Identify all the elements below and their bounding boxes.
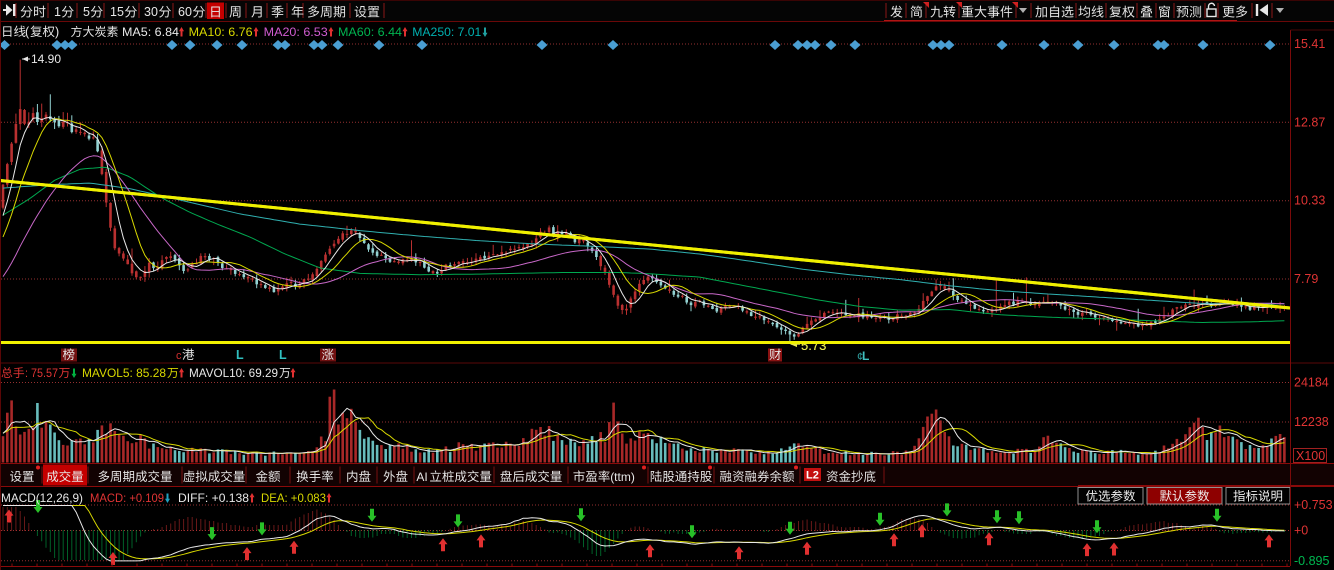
svg-text:12238: 12238 — [1294, 415, 1329, 429]
svg-text:MAVOL5: 85.28: MAVOL5: 85.28 — [82, 366, 166, 380]
svg-text:MAVOL10: 69.29: MAVOL10: 69.29 — [189, 366, 278, 380]
svg-text:7.79: 7.79 — [1294, 272, 1318, 286]
svg-text:30: 30 — [144, 5, 158, 19]
svg-text:: 75.57: : 75.57 — [25, 366, 58, 380]
svg-text:L2: L2 — [806, 470, 819, 482]
svg-text:60: 60 — [178, 5, 192, 19]
svg-text:12.87: 12.87 — [1294, 115, 1325, 129]
svg-text:MA250: 7.01: MA250: 7.01 — [412, 25, 481, 39]
svg-text:5: 5 — [83, 5, 90, 19]
svg-text:MA60: 6.44: MA60: 6.44 — [338, 25, 402, 39]
svg-text:DIFF: +0.138: DIFF: +0.138 — [178, 491, 249, 505]
svg-text:DEA: +0.083: DEA: +0.083 — [261, 491, 326, 505]
svg-text:-0.895: -0.895 — [1294, 554, 1329, 568]
svg-text:): ) — [55, 25, 59, 39]
svg-text:L: L — [862, 349, 869, 363]
svg-text:15.41: 15.41 — [1294, 37, 1325, 51]
svg-text:+0.753: +0.753 — [1294, 498, 1333, 512]
svg-text:¢: ¢ — [857, 351, 863, 363]
svg-text:10.33: 10.33 — [1294, 194, 1325, 208]
svg-text:L: L — [279, 348, 287, 362]
svg-text:+0: +0 — [1294, 524, 1308, 538]
svg-text:MA10: 6.76: MA10: 6.76 — [189, 25, 253, 39]
svg-text:(ttm): (ttm) — [610, 470, 635, 484]
svg-text:5.73: 5.73 — [801, 338, 826, 353]
svg-text:c: c — [176, 350, 182, 362]
svg-text:MACD(12,26,9): MACD(12,26,9) — [1, 491, 83, 505]
svg-text:15: 15 — [110, 5, 124, 19]
svg-text:24184: 24184 — [1294, 376, 1329, 390]
svg-text:X100: X100 — [1296, 449, 1325, 463]
svg-text:1: 1 — [54, 5, 61, 19]
svg-text:AI: AI — [416, 470, 427, 484]
svg-text:(: ( — [25, 25, 30, 39]
svg-text:MA5: 6.84: MA5: 6.84 — [122, 25, 179, 39]
svg-text:MACD: +0.109: MACD: +0.109 — [90, 491, 164, 505]
svg-text:MA20: 6.53: MA20: 6.53 — [264, 25, 328, 39]
svg-text:14.90: 14.90 — [31, 52, 61, 66]
svg-text:L: L — [236, 348, 244, 362]
